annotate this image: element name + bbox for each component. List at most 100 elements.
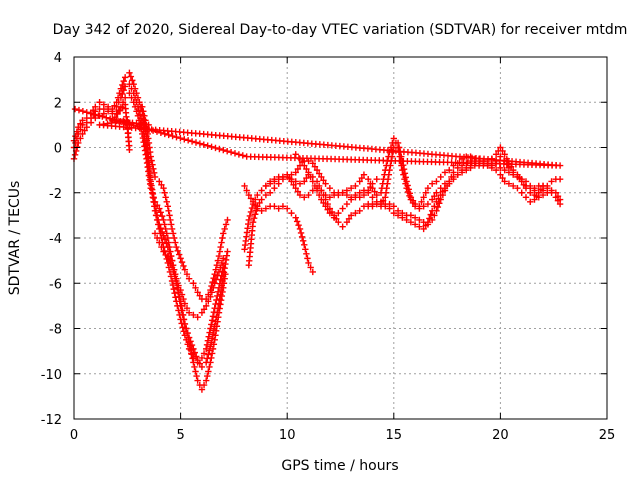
data-point [81,127,88,134]
data-point [400,171,407,178]
data-point [427,211,434,218]
data-point [185,275,193,282]
data-point [544,185,551,192]
data-point [136,111,144,118]
data-point [210,284,217,291]
data-point [295,221,302,229]
data-point [433,189,440,196]
data-point [196,292,203,299]
data-point [434,203,442,211]
data-point [320,199,327,207]
x-tick-label: 25 [599,428,616,443]
data-point [298,233,306,241]
data-point [424,200,432,208]
data-point [399,166,406,174]
data-point [215,252,223,260]
data-point [185,309,193,316]
data-point [290,181,297,189]
data-point [235,151,243,158]
data-point [394,212,402,219]
data-point [294,188,302,195]
data-point [301,194,308,201]
data-point [381,171,388,178]
series-isolated [71,101,564,169]
data-point [79,121,86,129]
data-point [548,178,555,185]
data-point [176,311,183,319]
data-point [409,199,417,207]
data-point [271,185,278,192]
data-point [222,260,229,268]
data-point [72,139,79,147]
data-point [352,209,359,217]
data-point [148,185,155,192]
data-point [387,144,395,151]
data-point [149,194,157,201]
data-point [188,350,195,357]
data-point [168,257,176,264]
data-point [180,262,187,270]
data-point [203,341,211,348]
data-point [347,185,355,192]
data-point [178,291,186,298]
data-point [173,298,180,305]
data-point [454,171,461,178]
data-point [292,151,299,158]
series-track-k [365,157,496,233]
x-tick-label: 20 [492,428,509,443]
data-point [271,175,278,183]
data-point [215,284,223,291]
data-point [169,230,177,237]
data-point [499,174,506,182]
data-point [416,223,423,230]
data-point [83,119,90,126]
data-point [165,131,172,139]
data-point [356,194,363,201]
data-point [320,177,327,184]
data-point [169,132,176,140]
data-point [224,216,231,224]
data-point [210,309,218,316]
data-point [509,171,517,178]
x-axis-title: GPS time / hours [281,458,398,474]
data-point [169,281,177,289]
data-point [241,182,248,190]
data-point [446,180,453,187]
data-point [220,255,227,262]
data-point [150,198,157,205]
data-point [377,198,385,205]
data-point [262,182,270,190]
data-point [214,272,221,279]
x-tick-label: 5 [176,428,184,443]
data-point [219,234,226,242]
data-point [420,225,427,233]
data-point [224,248,231,255]
data-point [227,149,235,156]
data-point [401,175,408,183]
data-point [301,162,308,169]
data-point [301,241,308,248]
data-point [71,151,79,159]
data-point [424,218,432,226]
data-point [556,200,564,208]
data-point [345,215,353,222]
data-point [190,280,197,287]
data-point [171,273,179,280]
data-point [194,377,201,384]
data-point [250,215,258,222]
data-point [212,276,220,283]
data-point [293,218,301,225]
data-point [390,209,397,217]
data-point [117,94,125,101]
data-point [322,180,329,187]
data-point [95,112,102,119]
data-point [258,196,265,203]
data-point [433,198,440,205]
data-point [428,207,436,215]
data-point [211,280,218,287]
data-point [215,268,223,276]
data-point [556,175,564,183]
data-point [185,345,193,353]
data-point [252,196,259,203]
data-point [404,188,412,196]
